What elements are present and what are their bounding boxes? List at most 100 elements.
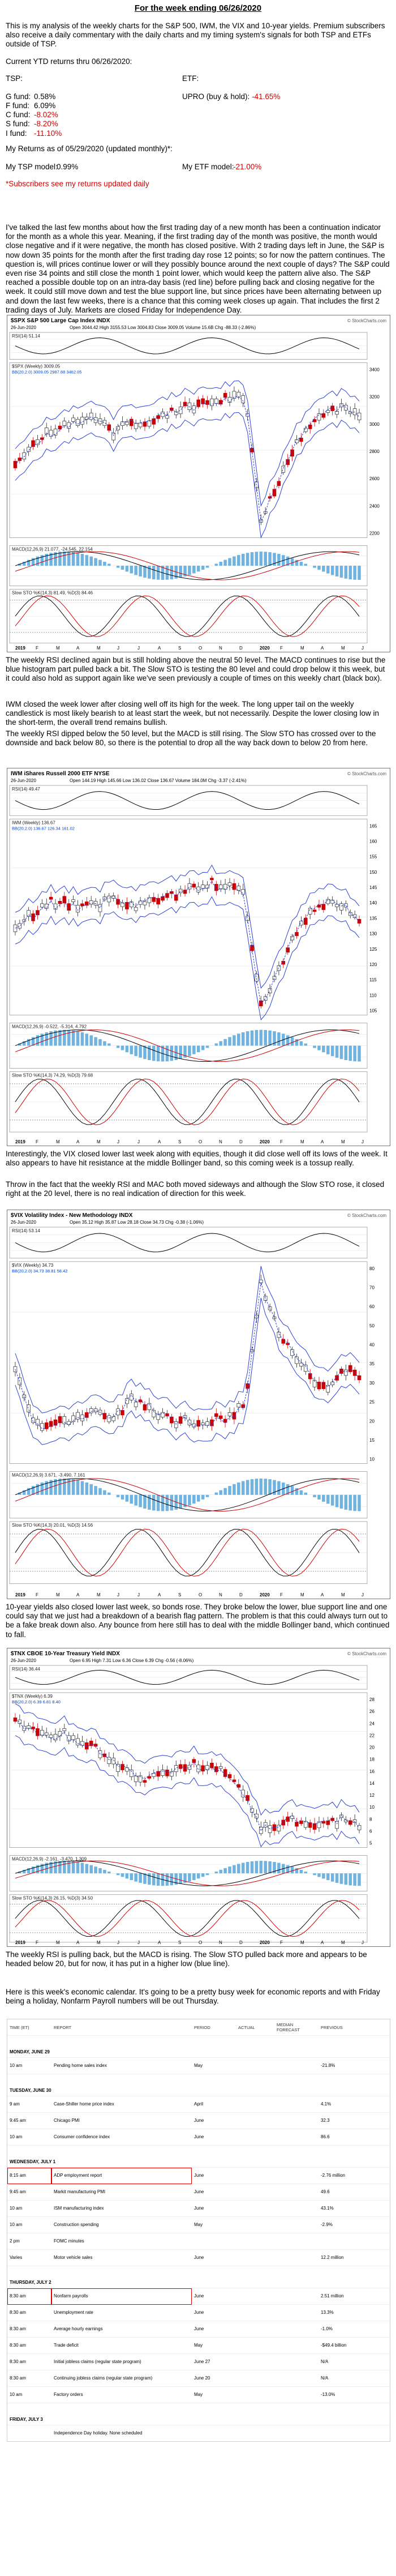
macd-histogram-bar xyxy=(80,554,84,566)
calendar-cell-time: 8:30 am xyxy=(7,2337,51,2354)
my-etf-value: -21.00% xyxy=(233,162,262,171)
candle-body xyxy=(93,901,98,905)
candle-body xyxy=(174,411,178,415)
time-axis-label: M xyxy=(300,1940,304,1945)
candle-body xyxy=(317,1382,321,1390)
macd-histogram-bar xyxy=(188,1045,191,1056)
candle-body xyxy=(357,1375,361,1381)
candle-body xyxy=(129,418,134,426)
candle-body xyxy=(36,1419,40,1426)
fund-row: S fund: -8.20% xyxy=(6,119,74,129)
calendar-row: 9:45 am Markit manufacturing PMI June 49.6 xyxy=(7,2184,390,2201)
candle-body xyxy=(111,1758,115,1765)
candle-body xyxy=(147,897,152,903)
calendar-row: 10 am Pending home sales index May -21.8% xyxy=(7,2057,390,2074)
candle-body xyxy=(286,459,290,465)
time-axis-label: J xyxy=(137,1592,140,1597)
macd-histogram-bar xyxy=(264,1029,267,1046)
macd-histogram-bar xyxy=(196,566,200,572)
candle-body xyxy=(31,1727,35,1729)
price-axis-label: 110 xyxy=(369,993,377,998)
macd-histogram-bar xyxy=(165,566,169,580)
macd-histogram-bar xyxy=(130,1045,134,1054)
macd-histogram-bar xyxy=(246,553,249,566)
calendar-cell-time: 9:45 am xyxy=(7,2112,51,2129)
macd-histogram-bar xyxy=(36,1484,40,1495)
price-axis-label: 20 xyxy=(369,1419,375,1424)
macd-histogram-bar xyxy=(98,559,102,566)
macd-histogram-bar xyxy=(36,1035,40,1046)
calendar-cell-period: June xyxy=(192,2200,236,2217)
candle-body xyxy=(134,907,138,911)
candle-body xyxy=(89,412,93,420)
candle-body xyxy=(210,878,214,881)
time-axis-label: A xyxy=(158,646,161,651)
macd-histogram-bar xyxy=(170,1045,174,1061)
candle-body xyxy=(268,988,272,993)
macd-histogram-bar xyxy=(358,1873,361,1886)
candle-body xyxy=(227,1774,232,1779)
macd-histogram-bar xyxy=(188,1494,191,1506)
calendar-col-actual: ACTUAL xyxy=(238,2024,255,2030)
calendar-cell-time: 8:30 am xyxy=(7,2370,51,2387)
macd-histogram-bar xyxy=(125,1873,129,1879)
candle-body xyxy=(321,413,326,418)
fund-value: 6.09% xyxy=(34,101,56,110)
calendar-cell-time: 10 am xyxy=(7,2057,51,2074)
macd-histogram-bar xyxy=(313,1045,316,1048)
sto-panel-label: Slow STO %K(14,3) 26.15, %D(3) 34.50 xyxy=(12,1896,93,1901)
candle-body xyxy=(13,924,18,932)
candle-body xyxy=(317,904,321,908)
calendar-day-label: WEDNESDAY, JULY 1 xyxy=(7,2145,390,2168)
time-axis-label: M xyxy=(97,1592,101,1597)
macd-histogram-bar xyxy=(192,1494,196,1504)
candle-body xyxy=(196,886,201,892)
candle-body xyxy=(40,437,44,440)
calendar-cell-period: June xyxy=(192,2129,236,2146)
macd-histogram-bar xyxy=(89,1484,93,1495)
candle-body xyxy=(227,397,232,403)
calendar-cell-forecast xyxy=(274,2249,318,2266)
macd-histogram-bar xyxy=(322,1494,325,1502)
candle-body xyxy=(18,923,22,929)
macd-histogram-bar xyxy=(223,1488,227,1495)
macd-histogram-bar xyxy=(348,1045,352,1061)
time-axis-label: 2020 xyxy=(260,1139,270,1144)
candle-body xyxy=(295,1356,299,1364)
time-axis-label: S xyxy=(178,646,181,651)
macd-histogram-bar xyxy=(233,1865,236,1874)
candle-body xyxy=(205,1421,209,1426)
macd-histogram-bar xyxy=(80,1481,84,1495)
time-axis-label: 2019 xyxy=(15,1592,25,1597)
macd-histogram-bar xyxy=(125,1494,129,1502)
candle-body xyxy=(205,885,209,888)
calendar-cell-report: Initial jobless claims (regular state pr… xyxy=(51,2353,192,2370)
time-axis-label: J xyxy=(117,1940,119,1945)
macd-histogram-bar xyxy=(134,1873,137,1882)
chart-date: 26-Jun-2020 xyxy=(11,1220,36,1225)
calendar-cell-report: Consumer confidence index xyxy=(51,2129,192,2146)
time-axis-label: J xyxy=(361,1940,364,1945)
macd-histogram-bar xyxy=(322,1045,325,1053)
calendar-cell-actual xyxy=(236,2200,274,2217)
macd-histogram-bar xyxy=(94,1866,97,1874)
macd-histogram-bar xyxy=(313,1873,316,1876)
fund-name: F fund: xyxy=(6,101,30,110)
candle-body xyxy=(227,882,232,886)
candle-body xyxy=(36,439,40,445)
candle-body xyxy=(49,430,53,437)
macd-histogram-bar xyxy=(237,1864,240,1874)
candle-body xyxy=(71,1735,75,1740)
calendar-cell-previous: -2.76 million xyxy=(318,2167,390,2184)
macd-histogram-bar xyxy=(214,1492,218,1495)
candle-body xyxy=(326,1821,330,1825)
macd-histogram-bar xyxy=(268,1030,272,1046)
calendar-cell-previous: 49.6 xyxy=(318,2184,390,2201)
tsp-label: TSP: xyxy=(6,74,23,83)
macd-histogram-bar xyxy=(156,1873,160,1886)
candle-body xyxy=(58,1731,62,1737)
chart-symbol: $TNX CBOE 10-Year Treasury Yield INDX xyxy=(11,1651,120,1657)
calendar-cell-actual xyxy=(236,2288,274,2305)
time-axis-label: F xyxy=(280,1940,283,1945)
calendar-cell-time: 10 am xyxy=(7,2216,51,2233)
